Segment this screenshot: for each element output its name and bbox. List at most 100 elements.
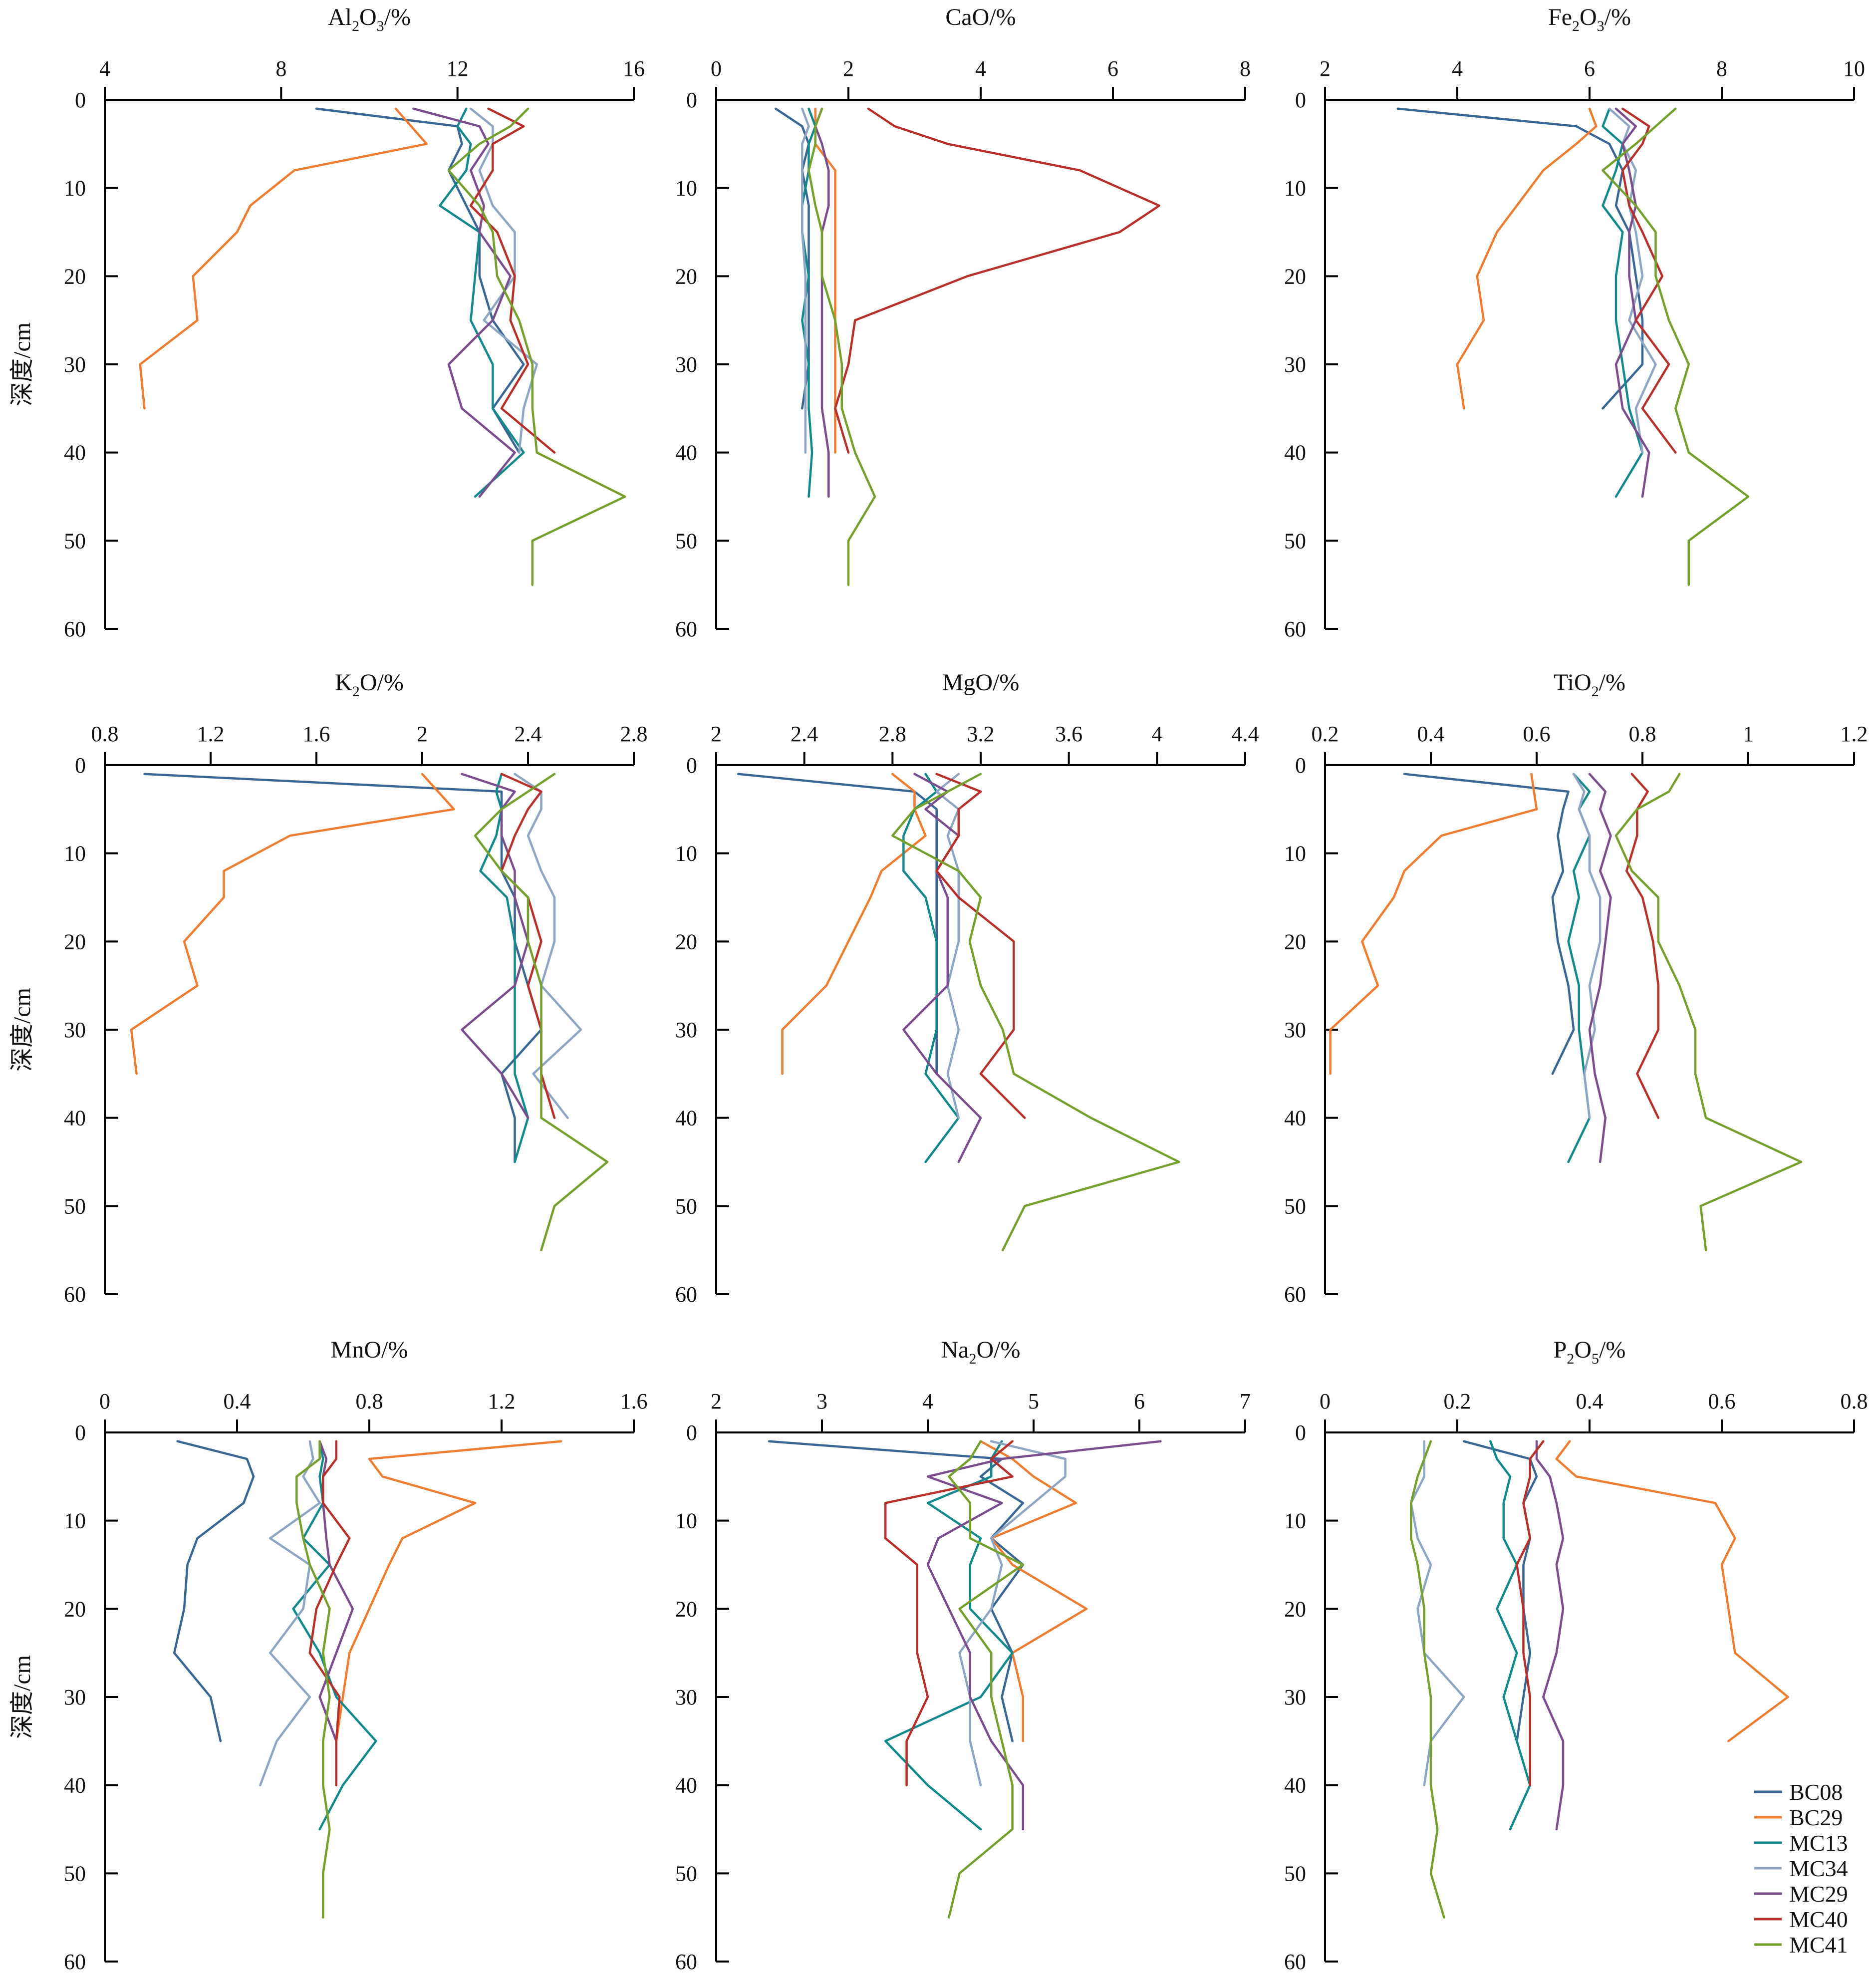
y-tick-label: 50 (675, 1194, 697, 1218)
series-line-mc34 (958, 1440, 1067, 1786)
title-text: O (359, 4, 377, 30)
panel-tio2: 0.2 0.4 0.6 0.8 1 1.2 0 10 20 30 40 50 60 TiO2/% (1284, 669, 1868, 1307)
x-tick-label: 0 (711, 56, 722, 81)
y-tick-label: 60 (64, 1950, 86, 1974)
title-text: Na (941, 1337, 969, 1363)
y-tick-label: 10 (1284, 176, 1306, 201)
y-tick-label: 50 (64, 1861, 86, 1886)
panel-title-al2o3: Al2O3/% (328, 4, 411, 34)
y-tick-label: 60 (675, 1282, 697, 1307)
x-tick-label: 2 (711, 1389, 722, 1413)
series-line-bc08 (173, 1440, 255, 1742)
y-tick-label: 20 (64, 1597, 86, 1621)
panel-title-cao: CaO/% (945, 4, 1016, 30)
x-tick-label: 6 (1107, 56, 1118, 81)
x-tick-label: 0.6 (1523, 722, 1551, 746)
y-tick-label: 40 (675, 1106, 697, 1130)
legend-label-mc34: MC34 (1789, 1856, 1848, 1881)
y-tick-label: 30 (64, 352, 86, 377)
title-text: P (1554, 1337, 1567, 1363)
x-tick-label: 6 (1134, 1389, 1145, 1413)
series-line-mc41 (474, 773, 609, 1251)
panel-mno: 0 0.4 0.8 1.2 1.6 0 10 20 30 40 50 60 MnO/% 深度/cm (9, 1337, 648, 1974)
title-text: MgO/% (942, 669, 1020, 696)
legend-label-bc29: BC29 (1789, 1805, 1843, 1830)
y-tick-label: 10 (1284, 842, 1306, 866)
title-text: /% (1599, 1337, 1625, 1363)
x-tick-label: 4 (922, 1389, 933, 1413)
y-tick-label: 40 (675, 1773, 697, 1798)
y-tick-label: 50 (1284, 1861, 1306, 1886)
y-tick-label: 30 (675, 1685, 697, 1709)
series-line-mc29 (1614, 107, 1650, 498)
x-tick-label: 12 (447, 56, 469, 81)
y-tick-label: 50 (1284, 529, 1306, 553)
series-line-mc40 (469, 107, 556, 454)
y-tick-label: 60 (1284, 1950, 1306, 1974)
x-tick-label: 0.2 (1444, 1389, 1471, 1413)
y-tick-label: 30 (64, 1018, 86, 1042)
y-tick-label: 20 (1284, 1597, 1306, 1621)
panel-cao: 0 2 4 6 8 0 10 20 30 40 50 60 CaO/% (675, 4, 1251, 641)
title-text: TiO (1554, 669, 1592, 696)
y-tick-label: 20 (675, 929, 697, 954)
y-tick-label: 20 (1284, 929, 1306, 954)
series-line-mc41 (1410, 1440, 1445, 1919)
series-line-mc40 (884, 1440, 1014, 1786)
series-line-mc41 (891, 773, 1180, 1251)
x-tick-label: 3 (816, 1389, 827, 1413)
y-axis-title: 深度/cm (9, 988, 35, 1072)
y-tick-label: 10 (64, 842, 86, 866)
x-tick-label: 1.6 (620, 1389, 648, 1413)
series-line-mc34 (1608, 107, 1657, 454)
y-tick-label: 0 (1295, 1420, 1306, 1445)
x-tick-label: 3.2 (967, 722, 995, 746)
x-tick-label: 1.2 (488, 1389, 516, 1413)
legend-label-mc40: MC40 (1789, 1907, 1848, 1932)
series-line-mc29 (318, 1440, 354, 1786)
y-tick-label: 10 (675, 176, 697, 201)
panel-title-p2o5: P2O5/% (1554, 1337, 1626, 1367)
x-tick-label: 2 (1320, 56, 1331, 81)
y-tick-label: 0 (1295, 88, 1306, 112)
title-subscript: 2 (1592, 683, 1599, 700)
y-tick-label: 20 (675, 1597, 697, 1621)
x-tick-label: 4 (99, 56, 110, 81)
title-text: /% (1599, 669, 1625, 696)
series-line-mc40 (1621, 107, 1677, 454)
legend-label-mc41: MC41 (1789, 1932, 1848, 1958)
title-subscript: 2 (1572, 18, 1580, 34)
y-tick-label: 60 (675, 1950, 697, 1974)
series-line-mc29 (926, 1440, 1162, 1831)
series-line-bc08 (1396, 107, 1644, 410)
y-tick-label: 30 (64, 1685, 86, 1709)
x-tick-label: 0.8 (1629, 722, 1656, 746)
x-tick-label: 0.8 (91, 722, 119, 746)
y-tick-label: 40 (64, 1773, 86, 1798)
series-line-mc34 (259, 1440, 321, 1786)
x-tick-label: 0.8 (356, 1389, 383, 1413)
x-tick-label: 2.8 (620, 722, 648, 746)
series-line-mc40 (834, 107, 1161, 454)
series-line-mc29 (461, 773, 530, 1119)
series-line-mc40 (1516, 1440, 1545, 1786)
title-text: /% (384, 4, 411, 30)
x-tick-label: 10 (1843, 56, 1865, 81)
legend-label-mc29: MC29 (1789, 1881, 1848, 1907)
title-text: O (1574, 1337, 1592, 1363)
y-tick-label: 40 (1284, 1106, 1306, 1130)
x-tick-label: 0.6 (1708, 1389, 1736, 1413)
y-tick-label: 10 (64, 176, 86, 201)
y-tick-label: 10 (1284, 1509, 1306, 1533)
title-text: Al (328, 4, 352, 30)
x-tick-label: 1.2 (1841, 722, 1868, 746)
series-line-mc34 (801, 107, 810, 454)
y-tick-label: 40 (675, 441, 697, 465)
x-tick-label: 2 (711, 722, 722, 746)
series-line-mc41 (295, 1440, 331, 1919)
title-text: MnO/% (331, 1337, 408, 1363)
y-tick-label: 60 (64, 617, 86, 641)
